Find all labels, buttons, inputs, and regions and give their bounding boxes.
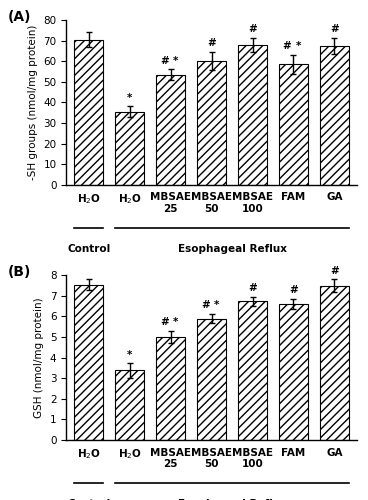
Text: Esophageal Reflux: Esophageal Reflux [178,244,287,254]
Text: #: # [160,318,169,328]
Text: *: * [173,318,178,328]
Text: #: # [201,300,209,310]
Text: #: # [330,24,339,34]
Text: *: * [214,300,219,310]
Text: *: * [127,350,132,360]
Bar [238,44,267,184]
Bar [74,284,103,440]
Bar [156,337,185,440]
Text: #: # [289,286,298,296]
Bar [116,112,144,184]
Text: #: # [160,56,169,66]
Bar [74,40,103,184]
Bar [197,318,226,440]
Bar [197,61,226,184]
Text: #: # [330,266,339,276]
Text: (A): (A) [8,10,32,24]
Text: #: # [248,24,257,34]
Text: #: # [283,42,291,51]
Bar [116,370,144,440]
Bar [279,304,308,440]
Y-axis label: GSH (nmol/mg protein): GSH (nmol/mg protein) [34,298,44,418]
Text: #: # [248,283,257,293]
Text: #: # [207,38,216,48]
Bar [238,301,267,440]
Text: *: * [127,93,132,103]
Bar [156,74,185,184]
Bar [279,64,308,184]
Text: *: * [173,56,178,66]
Text: (B): (B) [8,266,32,280]
Bar [320,286,349,440]
Text: *: * [296,42,301,51]
Y-axis label: -SH groups (nmol/mg protein): -SH groups (nmol/mg protein) [28,24,38,180]
Text: Control: Control [67,244,110,254]
Bar [320,46,349,184]
